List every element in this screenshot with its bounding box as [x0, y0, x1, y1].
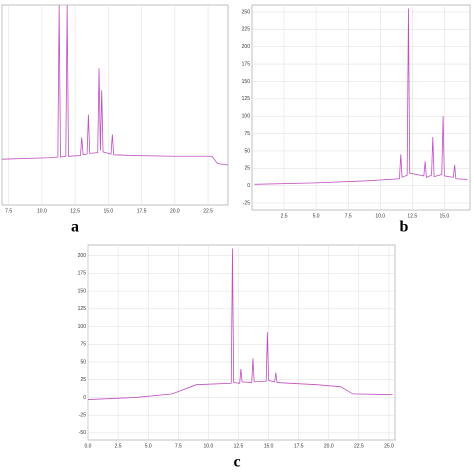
plot-frame — [251, 4, 471, 211]
panel-label: b — [400, 219, 409, 236]
x-tick-label: 12.5 — [70, 208, 80, 214]
y-tick-label: 200 — [242, 44, 251, 50]
x-tick-label: 17.5 — [137, 208, 147, 214]
y-tick-label: 175 — [78, 271, 87, 277]
y-tick-label: 50 — [244, 148, 250, 154]
plot-area — [88, 248, 393, 400]
y-tick-label: 225 — [242, 27, 251, 33]
x-tick-label: 2.5 — [115, 443, 122, 449]
y-tick-label: -25 — [79, 413, 86, 419]
panel-label: c — [233, 454, 240, 471]
x-tick-label: 0.0 — [85, 443, 92, 449]
x-tick-label: 10.0 — [37, 208, 47, 214]
x-tick-label: 5.0 — [313, 213, 320, 219]
y-tick-label: 150 — [242, 79, 251, 85]
y-tick-label: 150 — [78, 288, 87, 294]
y-tick-label: 100 — [242, 114, 251, 120]
x-tick-label: 20.0 — [324, 443, 334, 449]
x-tick-label: 10.0 — [204, 443, 214, 449]
y-tick-label: 125 — [78, 306, 87, 312]
trace — [88, 248, 393, 400]
trace — [2, 5, 228, 166]
x-tick-label: 7.5 — [5, 208, 12, 214]
x-tick-label: 17.5 — [294, 443, 304, 449]
x-tick-label: 20.0 — [170, 208, 180, 214]
y-tick-label: 0 — [247, 183, 250, 189]
x-tick-label: 15.0 — [264, 443, 274, 449]
y-tick-label: 25 — [80, 377, 86, 383]
trace — [254, 8, 468, 185]
plot-area — [2, 5, 228, 166]
y-tick-label: 0 — [83, 395, 86, 401]
x-tick-label: 5.0 — [145, 443, 152, 449]
x-tick-label: 15.0 — [103, 208, 113, 214]
x-tick-label: 2.5 — [281, 213, 288, 219]
plot-frame — [1, 4, 229, 206]
x-tick-label: 7.5 — [345, 213, 352, 219]
y-tick-label: 25 — [244, 166, 250, 172]
y-tick-label: 50 — [80, 359, 86, 365]
y-tick-label: 75 — [244, 131, 250, 137]
x-tick-label: 22.5 — [203, 208, 213, 214]
y-tick-label: -25 — [243, 200, 250, 206]
x-tick-label: 25.0 — [384, 443, 394, 449]
panel-label: a — [71, 219, 79, 236]
y-tick-label: 250 — [242, 9, 251, 15]
x-tick-label: 10.0 — [375, 213, 385, 219]
x-tick-label: 15.0 — [439, 213, 449, 219]
y-tick-label: -50 — [79, 430, 86, 436]
y-tick-label: 125 — [242, 96, 251, 102]
x-tick-label: 22.5 — [354, 443, 364, 449]
y-tick-label: 75 — [80, 342, 86, 348]
plot-area — [254, 8, 468, 185]
x-tick-label: 12.5 — [407, 213, 417, 219]
x-tick-label: 12.5 — [234, 443, 244, 449]
x-tick-label: 7.5 — [175, 443, 182, 449]
y-tick-label: 200 — [78, 253, 87, 259]
y-tick-label: 100 — [78, 324, 87, 330]
y-tick-label: 175 — [242, 61, 251, 67]
plot-frame — [87, 244, 396, 441]
